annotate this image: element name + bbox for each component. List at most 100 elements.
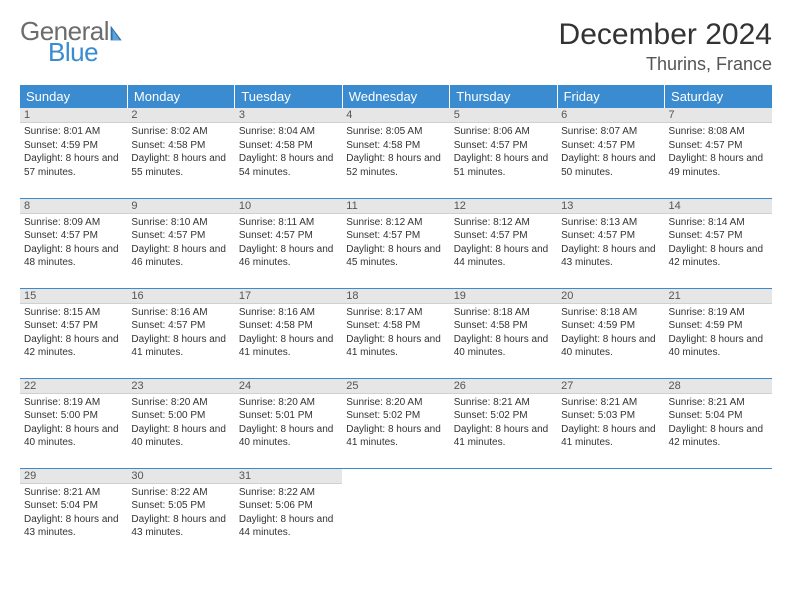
calendar-week-row: 29Sunrise: 8:21 AMSunset: 5:04 PMDayligh… [20, 468, 772, 558]
sunrise-line: Sunrise: 8:11 AM [239, 216, 338, 230]
day-details: Sunrise: 8:21 AMSunset: 5:03 PMDaylight:… [557, 394, 664, 450]
sunset-line: Sunset: 4:57 PM [131, 319, 230, 333]
calendar-day-cell: 10Sunrise: 8:11 AMSunset: 4:57 PMDayligh… [235, 198, 342, 288]
sunset-line: Sunset: 4:57 PM [454, 229, 553, 243]
day-number: 6 [557, 108, 664, 123]
calendar-day-cell: 8Sunrise: 8:09 AMSunset: 4:57 PMDaylight… [20, 198, 127, 288]
day-number: 5 [450, 108, 557, 123]
sunset-line: Sunset: 4:57 PM [131, 229, 230, 243]
sunrise-line: Sunrise: 8:02 AM [131, 125, 230, 139]
calendar-day-cell: 24Sunrise: 8:20 AMSunset: 5:01 PMDayligh… [235, 378, 342, 468]
day-details: Sunrise: 8:14 AMSunset: 4:57 PMDaylight:… [665, 214, 772, 270]
day-number: 12 [450, 199, 557, 214]
logo-sail-icon [107, 22, 129, 44]
sunrise-line: Sunrise: 8:14 AM [669, 216, 768, 230]
calendar-week-row: 1Sunrise: 8:01 AMSunset: 4:59 PMDaylight… [20, 108, 772, 198]
sunrise-line: Sunrise: 8:21 AM [24, 486, 123, 500]
weekday-header: Tuesday [235, 85, 342, 108]
day-details: Sunrise: 8:20 AMSunset: 5:02 PMDaylight:… [342, 394, 449, 450]
sunrise-line: Sunrise: 8:05 AM [346, 125, 445, 139]
day-number: 7 [665, 108, 772, 123]
sunrise-line: Sunrise: 8:12 AM [346, 216, 445, 230]
day-details: Sunrise: 8:07 AMSunset: 4:57 PMDaylight:… [557, 123, 664, 179]
day-number: 16 [127, 289, 234, 304]
sunrise-line: Sunrise: 8:08 AM [669, 125, 768, 139]
day-number: 22 [20, 379, 127, 394]
day-details: Sunrise: 8:09 AMSunset: 4:57 PMDaylight:… [20, 214, 127, 270]
day-details: Sunrise: 8:02 AMSunset: 4:58 PMDaylight:… [127, 123, 234, 179]
day-number: 19 [450, 289, 557, 304]
daylight-line: Daylight: 8 hours and 55 minutes. [131, 152, 230, 179]
sunset-line: Sunset: 4:58 PM [239, 319, 338, 333]
day-number: 24 [235, 379, 342, 394]
day-details: Sunrise: 8:19 AMSunset: 4:59 PMDaylight:… [665, 304, 772, 360]
sunset-line: Sunset: 4:58 PM [454, 319, 553, 333]
day-number: 27 [557, 379, 664, 394]
sunset-line: Sunset: 4:58 PM [346, 319, 445, 333]
sunrise-line: Sunrise: 8:06 AM [454, 125, 553, 139]
daylight-line: Daylight: 8 hours and 41 minutes. [131, 333, 230, 360]
day-number: 10 [235, 199, 342, 214]
daylight-line: Daylight: 8 hours and 40 minutes. [239, 423, 338, 450]
day-number: 31 [235, 469, 342, 484]
day-number: 20 [557, 289, 664, 304]
title-block: December 2024 Thurins, France [559, 18, 772, 75]
sunset-line: Sunset: 5:04 PM [669, 409, 768, 423]
sunset-line: Sunset: 4:57 PM [669, 139, 768, 153]
sunset-line: Sunset: 4:57 PM [24, 319, 123, 333]
calendar-week-row: 15Sunrise: 8:15 AMSunset: 4:57 PMDayligh… [20, 288, 772, 378]
month-title: December 2024 [559, 18, 772, 52]
daylight-line: Daylight: 8 hours and 40 minutes. [669, 333, 768, 360]
day-number: 11 [342, 199, 449, 214]
sunrise-line: Sunrise: 8:22 AM [131, 486, 230, 500]
daylight-line: Daylight: 8 hours and 41 minutes. [346, 423, 445, 450]
sunrise-line: Sunrise: 8:21 AM [669, 396, 768, 410]
calendar-day-cell: 31Sunrise: 8:22 AMSunset: 5:06 PMDayligh… [235, 468, 342, 558]
calendar-day-cell: 17Sunrise: 8:16 AMSunset: 4:58 PMDayligh… [235, 288, 342, 378]
daylight-line: Daylight: 8 hours and 45 minutes. [346, 243, 445, 270]
daylight-line: Daylight: 8 hours and 57 minutes. [24, 152, 123, 179]
sunrise-line: Sunrise: 8:18 AM [454, 306, 553, 320]
sunset-line: Sunset: 4:59 PM [669, 319, 768, 333]
location-label: Thurins, France [559, 54, 772, 75]
sunrise-line: Sunrise: 8:09 AM [24, 216, 123, 230]
day-number: 26 [450, 379, 557, 394]
daylight-line: Daylight: 8 hours and 41 minutes. [454, 423, 553, 450]
calendar-page: General Blue December 2024 Thurins, Fran… [0, 0, 792, 612]
sunrise-line: Sunrise: 8:15 AM [24, 306, 123, 320]
sunset-line: Sunset: 4:57 PM [669, 229, 768, 243]
daylight-line: Daylight: 8 hours and 40 minutes. [131, 423, 230, 450]
calendar-day-cell: 7Sunrise: 8:08 AMSunset: 4:57 PMDaylight… [665, 108, 772, 198]
calendar-week-row: 8Sunrise: 8:09 AMSunset: 4:57 PMDaylight… [20, 198, 772, 288]
sunset-line: Sunset: 5:02 PM [346, 409, 445, 423]
sunset-line: Sunset: 4:57 PM [561, 229, 660, 243]
sunset-line: Sunset: 5:00 PM [24, 409, 123, 423]
day-number: 8 [20, 199, 127, 214]
calendar-empty-cell [557, 468, 664, 558]
sunset-line: Sunset: 4:59 PM [561, 319, 660, 333]
day-number: 1 [20, 108, 127, 123]
calendar-day-cell: 12Sunrise: 8:12 AMSunset: 4:57 PMDayligh… [450, 198, 557, 288]
sunrise-line: Sunrise: 8:13 AM [561, 216, 660, 230]
daylight-line: Daylight: 8 hours and 43 minutes. [561, 243, 660, 270]
calendar-day-cell: 6Sunrise: 8:07 AMSunset: 4:57 PMDaylight… [557, 108, 664, 198]
sunrise-line: Sunrise: 8:20 AM [131, 396, 230, 410]
day-details: Sunrise: 8:11 AMSunset: 4:57 PMDaylight:… [235, 214, 342, 270]
day-details: Sunrise: 8:16 AMSunset: 4:58 PMDaylight:… [235, 304, 342, 360]
day-details: Sunrise: 8:06 AMSunset: 4:57 PMDaylight:… [450, 123, 557, 179]
day-number: 4 [342, 108, 449, 123]
calendar-body: 1Sunrise: 8:01 AMSunset: 4:59 PMDaylight… [20, 108, 772, 558]
day-number: 21 [665, 289, 772, 304]
sunrise-line: Sunrise: 8:21 AM [561, 396, 660, 410]
daylight-line: Daylight: 8 hours and 40 minutes. [454, 333, 553, 360]
day-details: Sunrise: 8:13 AMSunset: 4:57 PMDaylight:… [557, 214, 664, 270]
calendar-day-cell: 9Sunrise: 8:10 AMSunset: 4:57 PMDaylight… [127, 198, 234, 288]
calendar-day-cell: 18Sunrise: 8:17 AMSunset: 4:58 PMDayligh… [342, 288, 449, 378]
daylight-line: Daylight: 8 hours and 40 minutes. [24, 423, 123, 450]
sunrise-line: Sunrise: 8:22 AM [239, 486, 338, 500]
day-details: Sunrise: 8:21 AMSunset: 5:04 PMDaylight:… [20, 484, 127, 540]
calendar-day-cell: 29Sunrise: 8:21 AMSunset: 5:04 PMDayligh… [20, 468, 127, 558]
calendar-day-cell: 26Sunrise: 8:21 AMSunset: 5:02 PMDayligh… [450, 378, 557, 468]
daylight-line: Daylight: 8 hours and 43 minutes. [24, 513, 123, 540]
sunset-line: Sunset: 4:59 PM [24, 139, 123, 153]
